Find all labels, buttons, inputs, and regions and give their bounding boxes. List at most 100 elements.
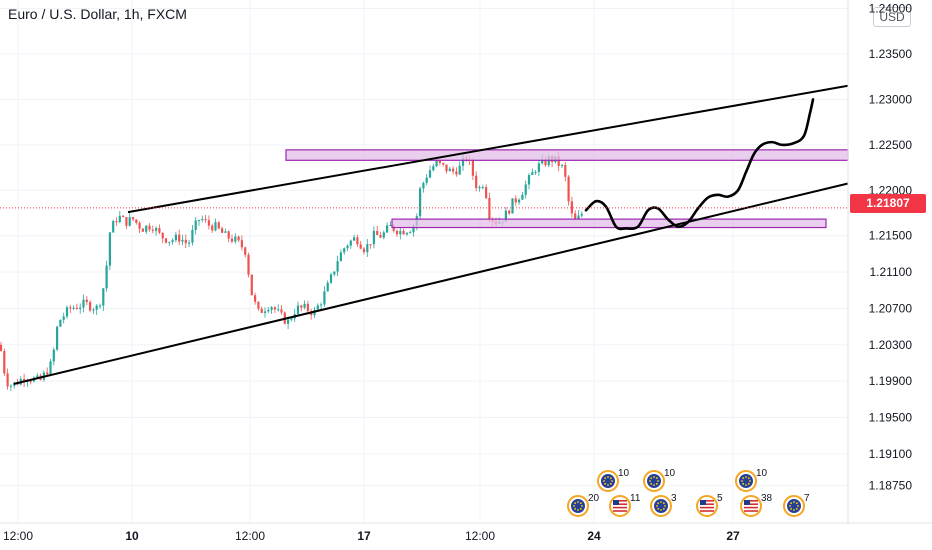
candle-body	[382, 232, 385, 238]
eu-star	[742, 482, 745, 485]
candle-body	[511, 198, 514, 214]
eu-star	[745, 484, 747, 486]
candle-body	[570, 201, 573, 214]
candles-layer	[0, 151, 583, 391]
candle-body	[369, 244, 372, 246]
candle-body	[481, 187, 484, 189]
eu-star	[577, 501, 579, 503]
candle-body	[115, 221, 118, 223]
eu-flag-icon	[571, 499, 585, 513]
candle-body	[125, 217, 128, 226]
eu-star	[649, 480, 651, 482]
candle-body	[145, 225, 148, 232]
candle-body	[422, 182, 425, 189]
chart-title: Euro / U.S. Dollar, 1h, FXCM	[8, 6, 187, 22]
eu-star	[749, 480, 751, 482]
candle-body	[65, 307, 69, 317]
eu-star	[604, 477, 607, 480]
candle-body	[0, 344, 3, 351]
candle-body	[359, 244, 362, 249]
candle-body	[386, 225, 389, 233]
candle-body	[155, 228, 158, 231]
eu-star	[660, 509, 662, 511]
eu-star	[656, 505, 658, 507]
candle-body	[85, 299, 88, 303]
candle-body	[316, 305, 319, 310]
candle-body	[98, 305, 102, 307]
candle-body	[488, 198, 491, 219]
event-marker: 10	[597, 468, 630, 492]
candle-body	[577, 215, 580, 220]
candle-body	[135, 219, 138, 223]
candle-body	[329, 274, 333, 283]
price-axis: 1.24000 1.23500 1.23000 1.22500 1.22000 1.215…	[869, 2, 913, 493]
eu-star	[579, 502, 582, 505]
event-marker: 10	[643, 468, 676, 492]
candle-body	[277, 309, 280, 311]
candle-body	[168, 241, 171, 243]
us-stripe	[613, 500, 627, 502]
price-tick-label: 1.22000	[869, 183, 913, 197]
candle-body	[336, 261, 339, 272]
currency-badge[interactable]: USD	[873, 7, 911, 27]
candle-body	[471, 160, 474, 176]
candle-body	[122, 215, 125, 218]
event-count: 20	[588, 493, 600, 504]
candle-body	[79, 307, 82, 309]
candle-body	[419, 188, 422, 217]
candle-body	[148, 225, 151, 230]
candle-body	[211, 225, 214, 231]
candle-body	[82, 299, 85, 308]
us-stripe	[744, 503, 758, 505]
candle-body	[207, 220, 210, 226]
eu-star	[609, 482, 612, 485]
eu-star	[655, 477, 658, 480]
event-count: 3	[671, 493, 677, 504]
candle-body	[95, 305, 98, 310]
candle-body	[247, 254, 250, 275]
candle-body	[234, 236, 237, 242]
candle-body	[280, 309, 283, 313]
candle-body	[343, 248, 346, 253]
candle-body	[435, 160, 438, 167]
price-tick-label: 1.22500	[869, 138, 913, 152]
candle-body	[29, 381, 32, 383]
eu-star	[607, 484, 609, 486]
candle-body	[320, 304, 323, 306]
eu-flag-icon	[739, 474, 753, 488]
eu-flag-icon	[647, 474, 661, 488]
candle-body	[527, 175, 531, 185]
candle-body	[356, 237, 359, 245]
eu-star	[609, 477, 612, 480]
candle-body	[287, 319, 290, 324]
candle-body	[478, 187, 481, 189]
candle-body	[531, 172, 534, 176]
eu-star	[790, 502, 793, 505]
trend-line	[127, 84, 849, 214]
candle-body	[59, 319, 62, 327]
candle-body	[326, 282, 329, 292]
eu-star	[650, 477, 653, 480]
sr-zone	[391, 218, 827, 229]
candle-body	[46, 372, 49, 375]
us-stripe	[700, 510, 714, 512]
price-tick-label: 1.19900	[869, 374, 913, 388]
eu-star	[577, 509, 579, 511]
us-stripe	[700, 506, 714, 509]
candle-body	[458, 165, 461, 175]
candle-body	[564, 164, 567, 177]
eu-flag-icon	[787, 499, 801, 513]
candle-body	[201, 219, 204, 221]
projection-layer	[584, 98, 815, 231]
candle-body	[62, 316, 65, 320]
candle-body	[372, 230, 375, 245]
candle-body	[438, 160, 441, 163]
candle-body	[560, 164, 564, 166]
time-tick-label: 10	[125, 529, 139, 543]
candle-body	[349, 240, 352, 246]
candle-body	[237, 236, 240, 241]
eu-star	[611, 480, 613, 482]
candle-body	[452, 168, 455, 172]
price-tick-label: 1.23500	[869, 47, 913, 61]
